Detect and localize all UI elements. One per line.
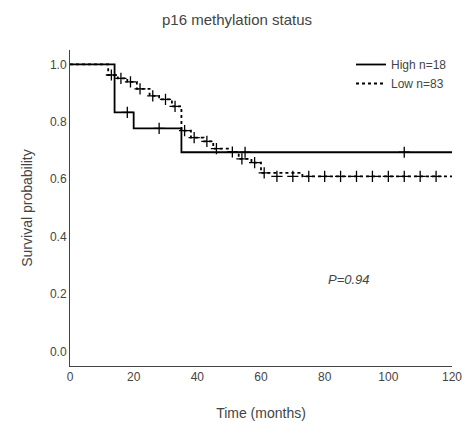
svg-text:80: 80	[318, 370, 332, 384]
svg-text:Low n=83: Low n=83	[391, 77, 444, 91]
svg-text:1.0: 1.0	[50, 58, 67, 72]
svg-text:High n=18: High n=18	[391, 58, 446, 72]
svg-text:0.6: 0.6	[50, 172, 67, 186]
svg-text:100: 100	[378, 370, 398, 384]
svg-text:0.2: 0.2	[50, 287, 67, 301]
svg-text:60: 60	[254, 370, 268, 384]
svg-text:0: 0	[67, 370, 74, 384]
svg-text:0.8: 0.8	[50, 115, 67, 129]
svg-text:p16 methylation status: p16 methylation status	[162, 11, 312, 28]
svg-text:Time (months): Time (months)	[216, 405, 306, 421]
svg-text:0.0: 0.0	[50, 345, 67, 359]
svg-text:20: 20	[127, 370, 141, 384]
svg-text:P=0.94: P=0.94	[328, 272, 370, 287]
svg-text:120: 120	[442, 370, 462, 384]
svg-text:Survival probability: Survival probability	[19, 149, 35, 267]
svg-text:40: 40	[191, 370, 205, 384]
svg-text:0.4: 0.4	[50, 230, 67, 244]
